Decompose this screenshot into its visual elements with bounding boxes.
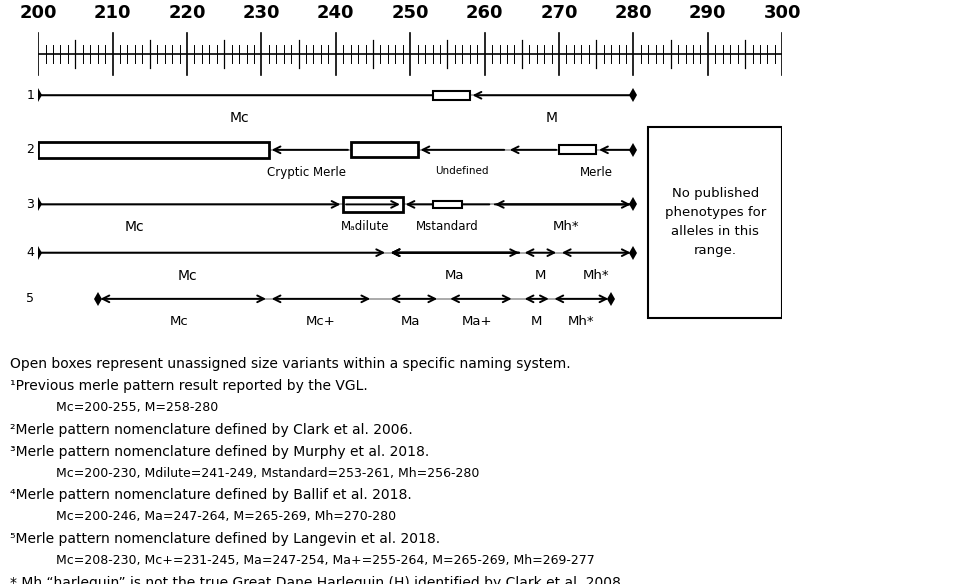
Text: 300: 300	[762, 4, 801, 22]
Bar	[432, 201, 462, 208]
Text: Mc: Mc	[229, 111, 249, 125]
Text: Mc: Mc	[170, 315, 189, 328]
Text: * Mh “harlequin” is not the true Great Dane Harlequin (H) identified by Clark et: * Mh “harlequin” is not the true Great D…	[10, 576, 624, 584]
Text: Ma+: Ma+	[461, 315, 492, 328]
Text: M: M	[535, 269, 545, 281]
Text: Mc=200-246, Ma=247-264, M=265-269, Mh=270-280: Mc=200-246, Ma=247-264, M=265-269, Mh=27…	[56, 510, 396, 523]
Text: No published
phenotypes for
alleles in this
range.: No published phenotypes for alleles in t…	[664, 187, 765, 257]
Text: Mc=208-230, Mc+=231-245, Ma=247-254, Ma+=255-264, M=265-269, Mh=269-277: Mc=208-230, Mc+=231-245, Ma=247-254, Ma+…	[56, 554, 595, 567]
Text: Mc+: Mc+	[306, 315, 335, 328]
Text: ⁵Merle pattern nomenclature defined by Langevin et al. 2018.: ⁵Merle pattern nomenclature defined by L…	[10, 532, 439, 546]
Text: 3: 3	[27, 198, 34, 211]
Text: Mh*: Mh*	[567, 315, 594, 328]
Text: Mc: Mc	[177, 269, 196, 283]
Text: Mₐdilute: Mₐdilute	[341, 220, 390, 234]
Bar	[38, 142, 269, 158]
Text: ²Merle pattern nomenclature defined by Clark et al. 2006.: ²Merle pattern nomenclature defined by C…	[10, 423, 412, 437]
Text: 270: 270	[539, 4, 578, 22]
Text: ⁴Merle pattern nomenclature defined by Ballif et al. 2018.: ⁴Merle pattern nomenclature defined by B…	[10, 488, 411, 502]
Text: Mc=200-230, Mdilute=241-249, Mstandard=253-261, Mh=256-280: Mc=200-230, Mdilute=241-249, Mstandard=2…	[56, 467, 479, 479]
Text: M: M	[545, 111, 557, 125]
Text: Open boxes represent unassigned size variants within a specific naming system.: Open boxes represent unassigned size var…	[10, 357, 570, 371]
Text: Ma: Ma	[445, 269, 464, 281]
Bar	[343, 197, 402, 212]
Text: 230: 230	[242, 4, 280, 22]
Text: 240: 240	[316, 4, 355, 22]
Text: Undefined: Undefined	[436, 166, 489, 176]
Text: M: M	[531, 315, 542, 328]
Text: 4: 4	[27, 246, 34, 259]
Text: Mc: Mc	[125, 220, 145, 234]
Text: Mc=200-255, M=258-280: Mc=200-255, M=258-280	[56, 401, 218, 414]
Text: Ma: Ma	[400, 315, 419, 328]
Text: 250: 250	[391, 4, 429, 22]
Bar	[351, 142, 417, 157]
Text: ³Merle pattern nomenclature defined by Murphy et al. 2018.: ³Merle pattern nomenclature defined by M…	[10, 444, 428, 458]
Text: 210: 210	[93, 4, 132, 22]
Text: Mh*: Mh*	[582, 269, 609, 281]
Text: 5: 5	[27, 293, 34, 305]
Text: 260: 260	[465, 4, 503, 22]
Text: 1: 1	[27, 89, 34, 102]
Text: ¹Previous merle pattern result reported by the VGL.: ¹Previous merle pattern result reported …	[10, 379, 367, 393]
Text: 200: 200	[19, 4, 57, 22]
Text: Cryptic Merle: Cryptic Merle	[266, 166, 345, 179]
Bar	[648, 127, 781, 318]
Text: 2: 2	[27, 143, 34, 157]
Text: 220: 220	[168, 4, 206, 22]
Bar	[432, 91, 469, 100]
Text: 290: 290	[688, 4, 726, 22]
Text: Merle: Merle	[579, 166, 612, 179]
Bar	[558, 145, 596, 154]
Text: Mstandard: Mstandard	[416, 220, 478, 234]
Text: 280: 280	[614, 4, 652, 22]
Text: Mh*: Mh*	[553, 220, 579, 234]
